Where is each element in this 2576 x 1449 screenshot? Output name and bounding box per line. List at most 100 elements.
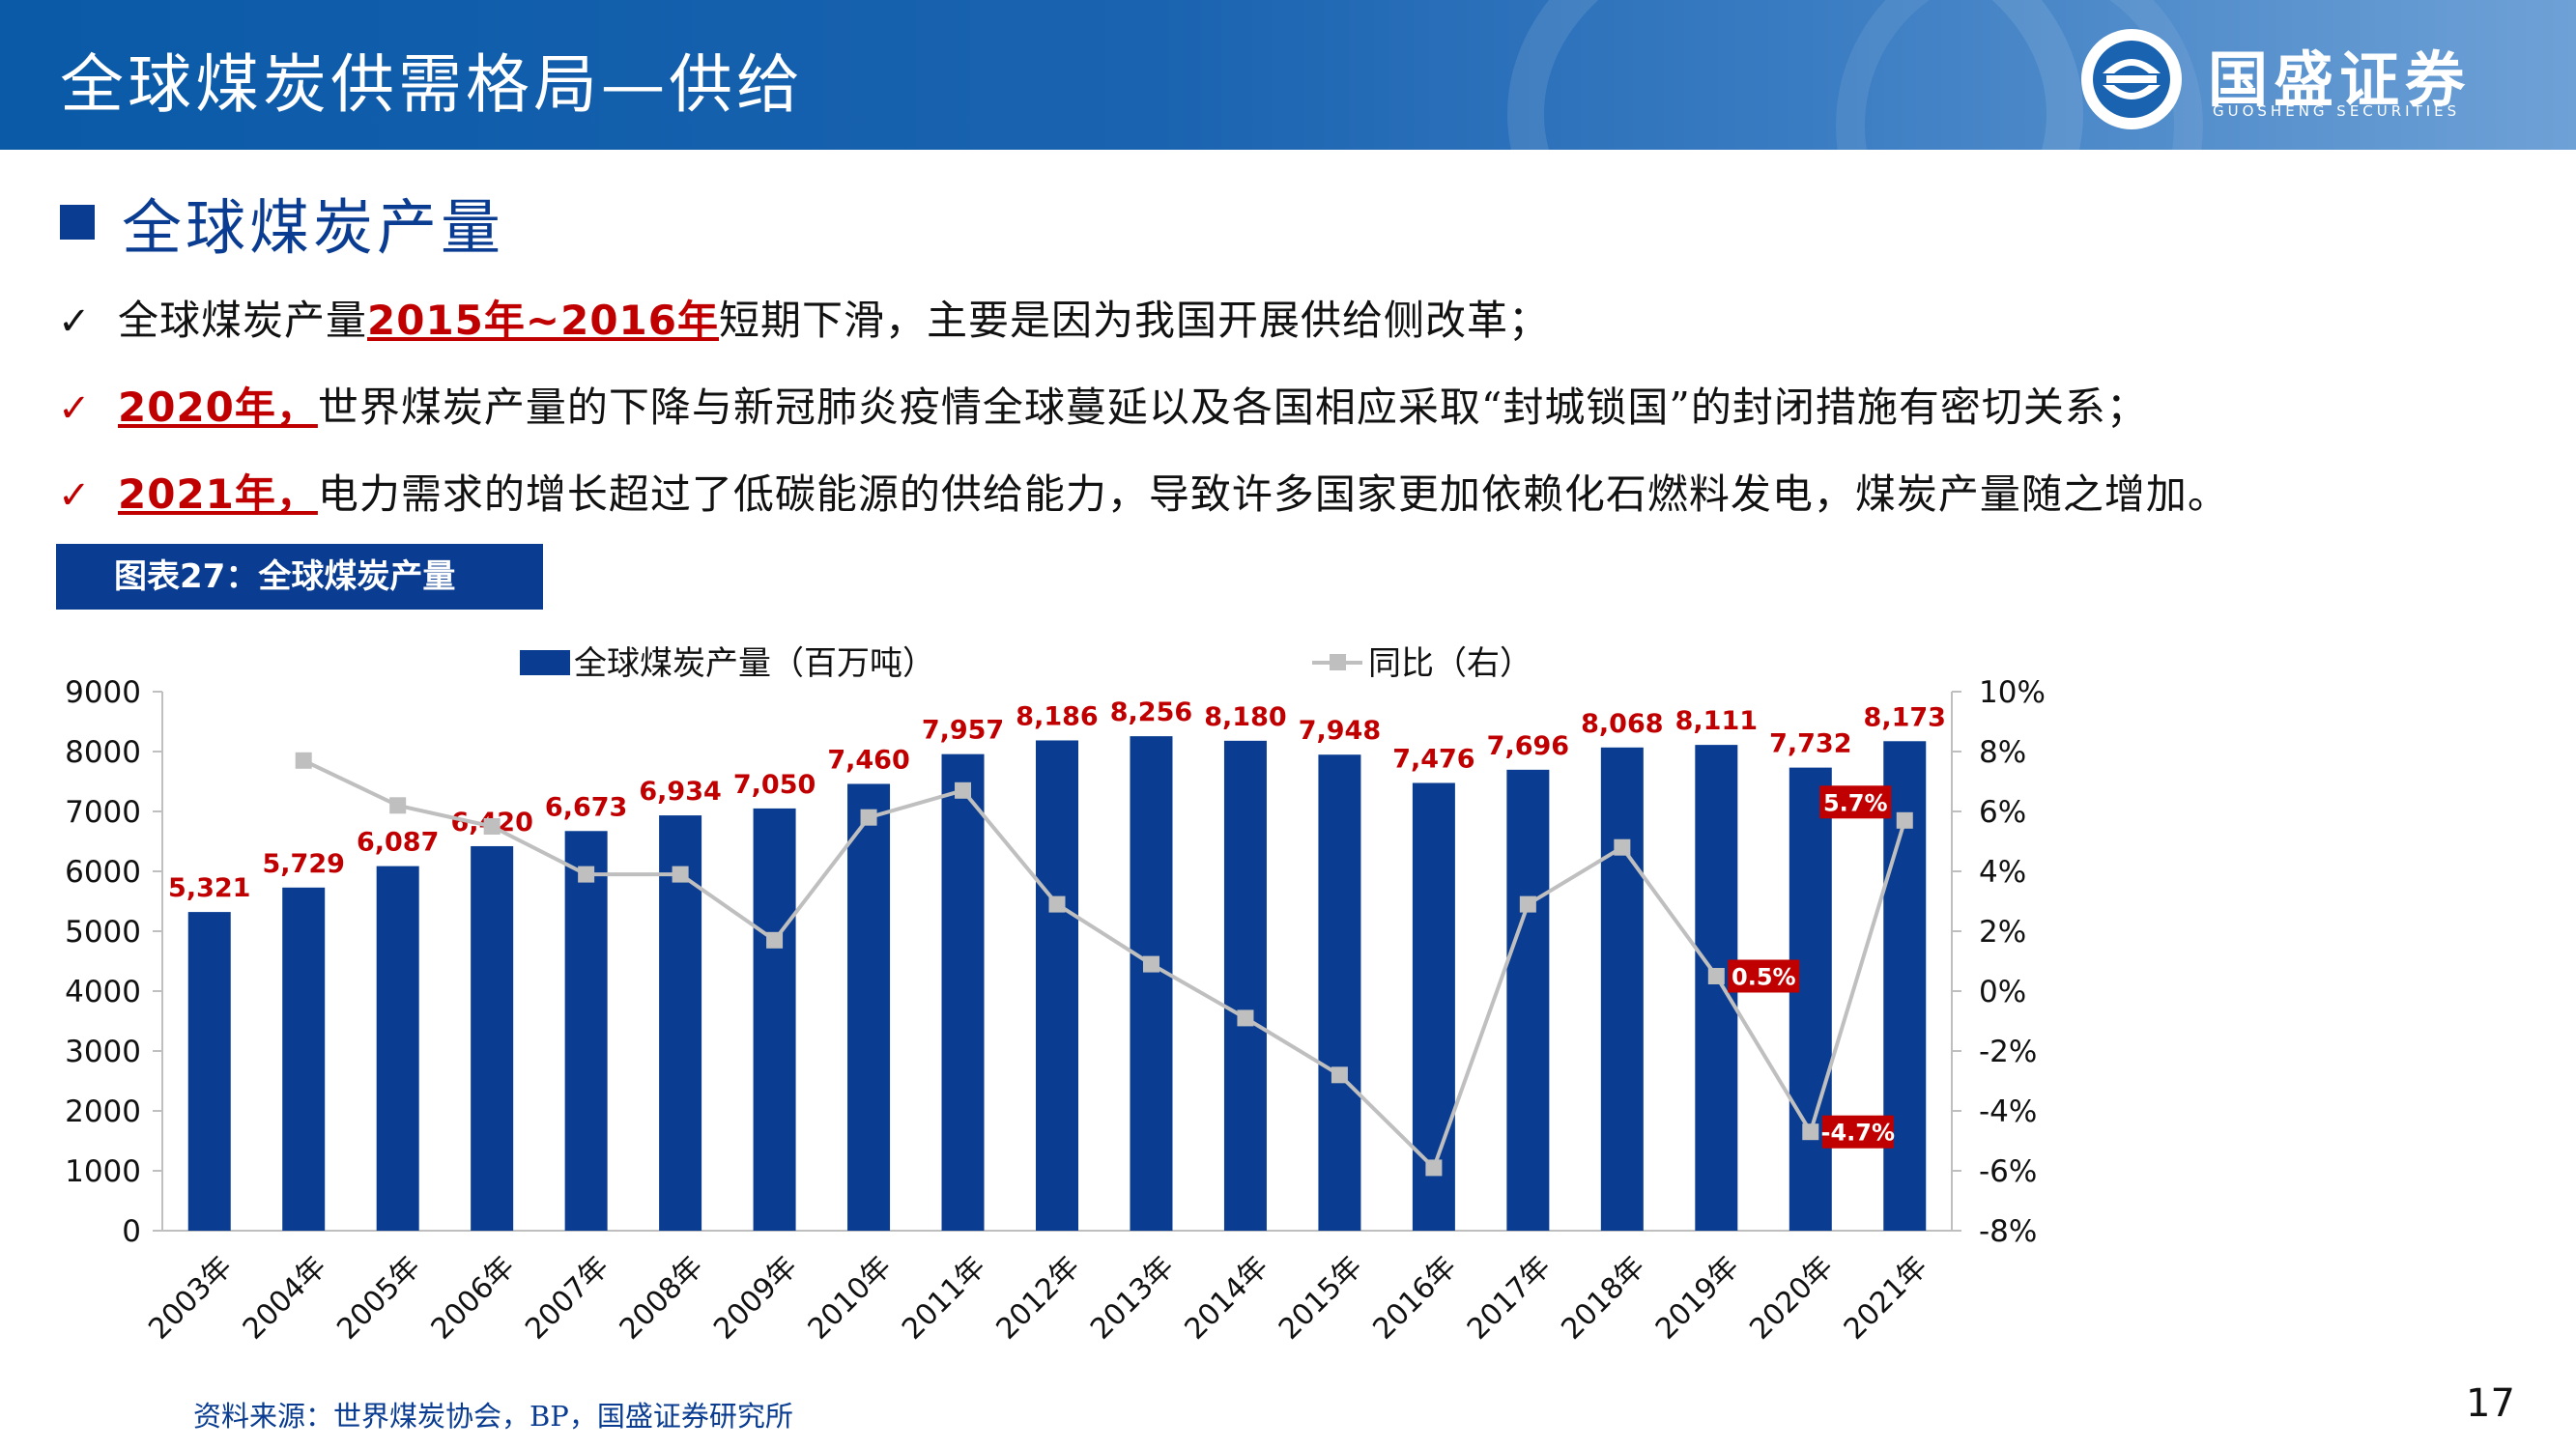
brand-subtitle: GUOSHENG SECURITIES xyxy=(2213,102,2461,120)
yoy-marker xyxy=(672,866,689,883)
y-tick-label: 7000 xyxy=(65,795,141,830)
checkmark-icon: ✓ xyxy=(58,299,92,344)
bullet-text: 全球煤炭产量 xyxy=(118,297,368,344)
y2-tick-label: 6% xyxy=(1979,795,2026,830)
x-tick-label: 2005年 xyxy=(330,1250,427,1347)
checkmark-icon: ✓ xyxy=(58,473,92,518)
yoy-marker xyxy=(578,866,595,883)
bullet-emphasis: 2021年， xyxy=(118,470,318,518)
yoy-marker xyxy=(1802,1123,1819,1141)
x-tick-label: 2013年 xyxy=(1084,1250,1181,1347)
bar-value-label: 8,186 xyxy=(1016,701,1098,731)
page-title: 全球煤炭供需格局—供给 xyxy=(60,47,804,122)
yoy-marker xyxy=(1237,1009,1254,1027)
page-number: 17 xyxy=(2466,1381,2515,1426)
bar-value-label: 5,729 xyxy=(263,849,345,879)
y2-tick-label: 2% xyxy=(1979,915,2026,950)
bullet-text: 世界煤炭产量的下降与新冠肺炎疫情全球蔓延以及各国相应采取“封城锁国”的封闭措施有… xyxy=(317,384,2148,431)
bar xyxy=(1223,740,1267,1231)
section-title: 全球煤炭产量 xyxy=(122,192,505,263)
checkmark-icon: ✓ xyxy=(58,386,92,431)
section-heading: 全球煤炭产量 xyxy=(60,179,504,266)
yoy-highlight-label: -4.7% xyxy=(1821,1120,1896,1147)
y-tick-label: 8000 xyxy=(65,735,141,770)
x-tick-label: 2017年 xyxy=(1461,1250,1558,1347)
x-tick-label: 2007年 xyxy=(519,1250,615,1347)
yoy-marker xyxy=(1896,811,1913,829)
yoy-marker xyxy=(1425,1159,1443,1177)
bullet-text: 电力需求的增长超过了低碳能源的供给能力，导致许多国家更加依赖化石燃料发电，煤炭产… xyxy=(317,470,2229,518)
bullet-item: ✓ 全球煤炭产量 2015年~2016年 短期下滑，主要是因为我国开展供给侧改革… xyxy=(58,288,1550,347)
bullet-item: ✓ 2021年， 电力需求的增长超过了低碳能源的供给能力，导致许多国家更加依赖化… xyxy=(58,462,2229,521)
brand-logo-group: 国盛证券 GUOSHENG SECURITIES xyxy=(2077,21,2532,129)
y-tick-label: 6000 xyxy=(65,855,141,890)
x-tick-label: 2011年 xyxy=(896,1250,992,1347)
yoy-marker xyxy=(1519,895,1536,913)
x-tick-label: 2008年 xyxy=(614,1250,710,1347)
yoy-highlight-label: 5.7% xyxy=(1823,789,1888,816)
bar-value-label: 7,948 xyxy=(1299,716,1381,746)
x-tick-label: 2014年 xyxy=(1178,1250,1274,1347)
bar xyxy=(1318,754,1361,1231)
legend-bar-label: 全球煤炭产量（百万吨） xyxy=(574,644,935,683)
x-tick-label: 2012年 xyxy=(990,1250,1087,1347)
x-tick-label: 2003年 xyxy=(142,1250,239,1347)
yoy-highlight-badge xyxy=(1728,959,1800,993)
y-tick-label: 9000 xyxy=(65,675,141,710)
bar xyxy=(847,783,891,1231)
x-tick-label: 2020年 xyxy=(1743,1250,1840,1347)
bullet-emphasis: 2020年， xyxy=(118,384,318,431)
brand-name: 国盛证券 xyxy=(2208,44,2472,115)
bar-value-label: 8,068 xyxy=(1581,709,1663,739)
x-tick-label: 2004年 xyxy=(237,1250,333,1347)
yoy-highlight-badge xyxy=(1819,785,1892,819)
legend-line-label: 同比（右） xyxy=(1368,644,1532,683)
bar xyxy=(376,866,419,1231)
bar xyxy=(564,831,608,1231)
bar xyxy=(1600,747,1644,1231)
y2-tick-label: 0% xyxy=(1979,975,2026,1009)
bar-value-label: 8,111 xyxy=(1675,706,1758,736)
yoy-marker xyxy=(389,797,407,814)
bar-value-label: 8,180 xyxy=(1204,702,1286,732)
y-tick-label: 5000 xyxy=(65,915,141,950)
bar-value-label: 6,087 xyxy=(357,828,439,858)
figure-label: 图表27：全球煤炭产量 xyxy=(56,544,543,610)
bar xyxy=(1506,769,1550,1231)
bullet-item: ✓ 2020年， 世界煤炭产量的下降与新冠肺炎疫情全球蔓延以及各国相应采取“封城… xyxy=(58,375,2148,434)
yoy-line xyxy=(302,758,1907,1172)
y2-tick-label: -2% xyxy=(1979,1035,2037,1069)
y-tick-label: 0 xyxy=(122,1214,141,1249)
yoy-marker xyxy=(1331,1066,1348,1084)
bar-value-label: 7,696 xyxy=(1487,731,1569,761)
bar-value-label: 7,476 xyxy=(1392,744,1474,774)
yoy-marker xyxy=(1142,955,1159,973)
square-bullet-icon xyxy=(60,205,95,240)
yoy-highlight-badge xyxy=(1821,1115,1894,1149)
bar-value-label: 8,256 xyxy=(1110,697,1192,727)
x-tick-label: 2021年 xyxy=(1838,1250,1934,1347)
bar-value-label: 5,321 xyxy=(168,873,250,903)
yoy-marker xyxy=(955,781,972,799)
bar xyxy=(941,753,985,1231)
x-tick-label: 2015年 xyxy=(1273,1250,1369,1347)
header-bar: 全球煤炭供需格局—供给 国盛证券 GUOSHENG SECURITIES xyxy=(0,0,2576,150)
y-tick-label: 4000 xyxy=(65,975,141,1009)
brand-logo-icon xyxy=(2081,29,2182,129)
bar xyxy=(282,887,326,1231)
y2-tick-label: -8% xyxy=(1979,1214,2037,1249)
bar xyxy=(1036,740,1078,1231)
bar-value-label: 7,460 xyxy=(827,745,909,775)
legend-line-marker xyxy=(1330,654,1346,670)
x-tick-label: 2016年 xyxy=(1366,1250,1463,1347)
yoy-marker xyxy=(1614,838,1631,856)
bar-value-label: 7,050 xyxy=(733,770,816,800)
source-note: 资料来源：世界煤炭协会，BP，国盛证券研究所 xyxy=(193,1400,793,1433)
bullet-emphasis: 2015年~2016年 xyxy=(367,297,719,344)
x-tick-label: 2010年 xyxy=(802,1250,899,1347)
x-tick-label: 2018年 xyxy=(1555,1250,1651,1347)
x-tick-label: 2009年 xyxy=(707,1250,804,1347)
y2-tick-label: -6% xyxy=(1979,1154,2037,1189)
yoy-marker xyxy=(1707,968,1725,984)
